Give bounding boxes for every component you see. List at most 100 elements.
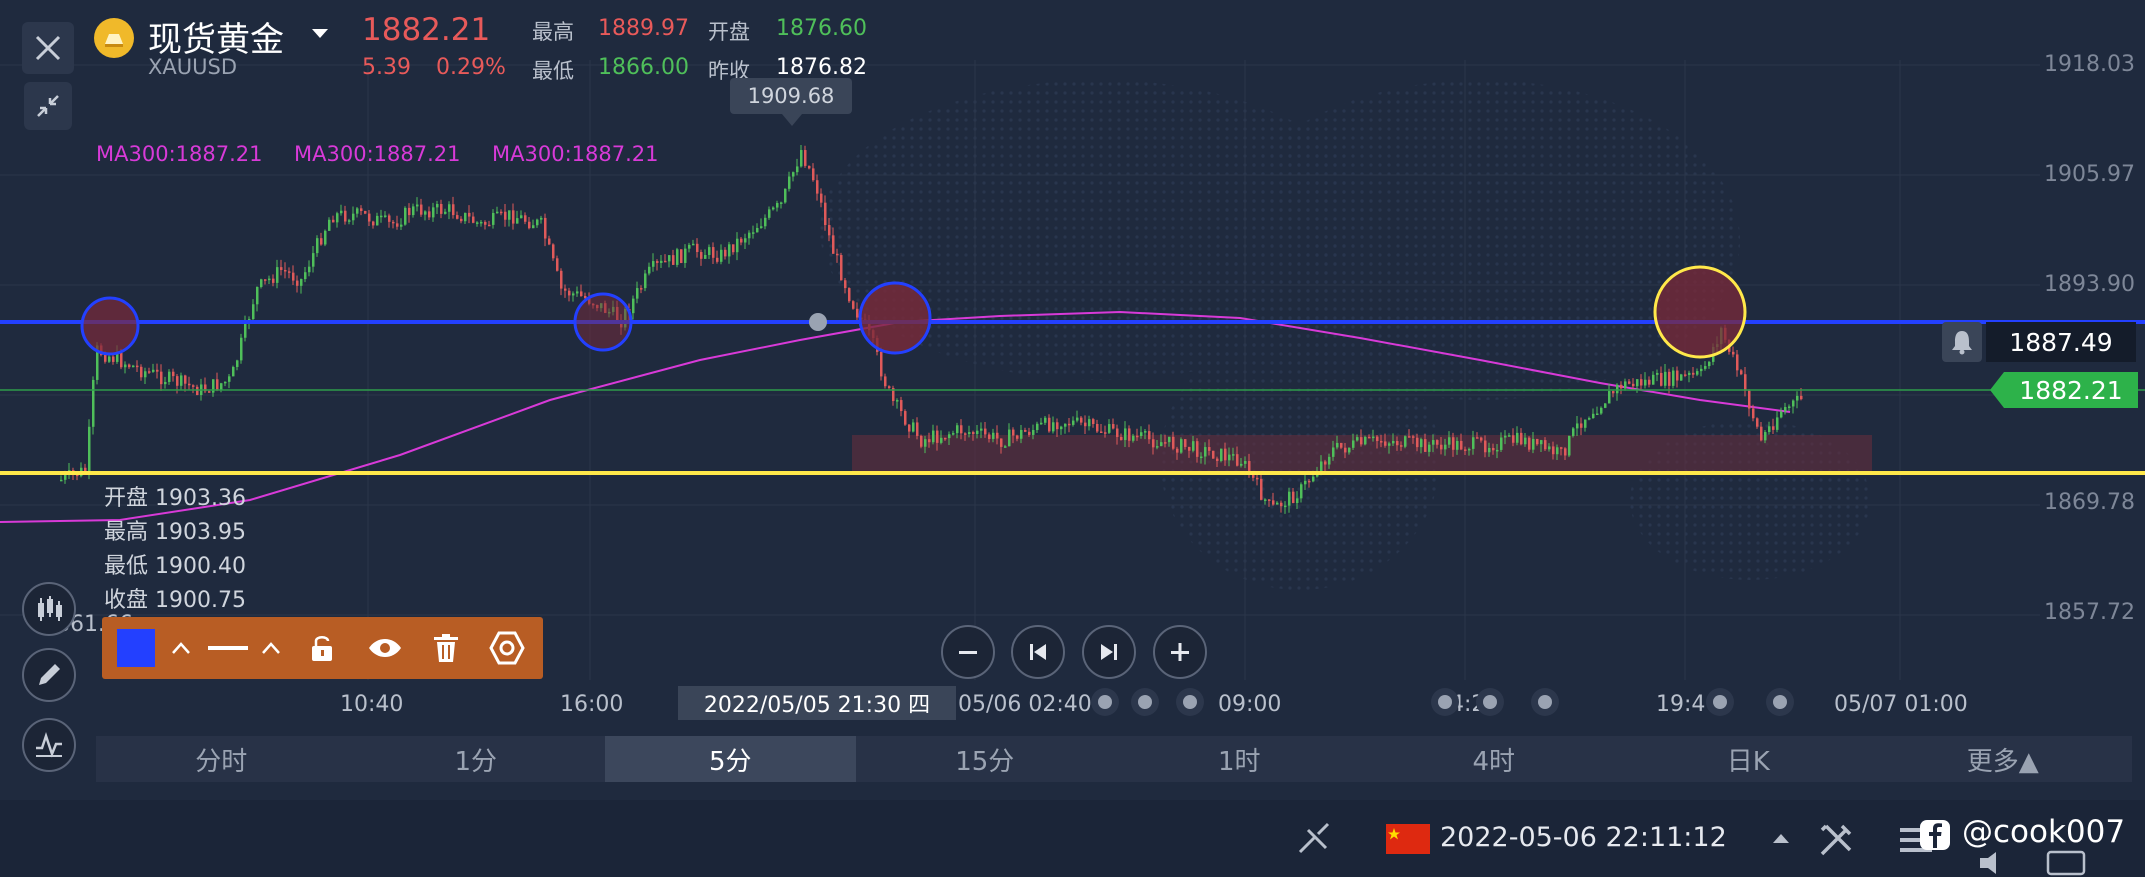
tab-period[interactable]: 更多▲ — [1966, 746, 2039, 777]
candle — [756, 227, 759, 233]
chart-type-button[interactable] — [22, 582, 76, 636]
gold-bar-icon — [94, 18, 134, 58]
candle — [1092, 419, 1095, 424]
candle — [336, 213, 339, 223]
current-price: 1882.21 — [362, 12, 491, 48]
settings-button[interactable] — [484, 617, 530, 679]
keyboard-icon[interactable] — [2046, 850, 2086, 876]
candle — [296, 280, 299, 286]
chevron-up-icon[interactable] — [256, 617, 286, 679]
line-style-button[interactable] — [206, 617, 250, 679]
tab-period[interactable]: 15分 — [955, 746, 1015, 777]
skip-back-icon — [1030, 644, 1046, 660]
trash-icon — [434, 634, 458, 662]
candle — [1428, 444, 1431, 452]
candle — [1484, 440, 1487, 453]
menu-icon[interactable] — [1898, 822, 1934, 858]
zoom-in-button[interactable] — [1153, 625, 1207, 679]
network-icon[interactable] — [1296, 820, 1336, 860]
tab-period[interactable]: 5分 — [605, 736, 856, 782]
candle — [1432, 440, 1435, 445]
candle — [396, 223, 399, 227]
candle — [256, 286, 259, 305]
candle — [916, 422, 919, 436]
tools-icon[interactable] — [1816, 820, 1856, 860]
candle — [1676, 370, 1679, 381]
taskbar: 2022-05-06 22:11:12 @cook007 — [0, 800, 2145, 877]
candle — [156, 369, 159, 372]
candle — [720, 249, 723, 262]
candle — [640, 288, 643, 290]
candle — [1752, 408, 1755, 419]
candle — [1612, 391, 1615, 394]
candle — [1016, 435, 1019, 439]
alert-button[interactable] — [1942, 322, 1982, 362]
candle — [1476, 437, 1479, 439]
candle — [1552, 446, 1555, 455]
candle — [244, 321, 247, 338]
candle — [168, 371, 171, 382]
candle — [892, 387, 895, 402]
candle — [120, 352, 123, 368]
candle — [1036, 423, 1039, 431]
candle — [544, 217, 547, 239]
candle — [1408, 436, 1411, 438]
candle — [744, 238, 747, 243]
candle — [672, 255, 675, 265]
chevron-up-icon[interactable] — [166, 617, 196, 679]
candle — [112, 356, 115, 362]
candle — [1304, 480, 1307, 485]
candle — [484, 221, 487, 225]
crosshair-time-label: 2022/05/05 21:30 四 — [678, 686, 956, 720]
candle — [464, 212, 467, 222]
candle — [380, 215, 383, 218]
lock-button[interactable] — [300, 617, 344, 679]
candle — [1732, 351, 1735, 355]
chart-canvas[interactable] — [0, 0, 2145, 800]
visibility-button[interactable] — [360, 617, 410, 679]
speaker-icon[interactable] — [1976, 850, 2016, 876]
chart-grid — [0, 60, 2040, 680]
color-swatch[interactable] — [116, 617, 156, 679]
tab-period[interactable]: 分时 — [195, 746, 248, 777]
candle — [1448, 437, 1451, 445]
zoom-out-button[interactable] — [941, 625, 995, 679]
candle — [1108, 424, 1111, 433]
candle — [1244, 461, 1247, 464]
marker-circle — [80, 296, 140, 356]
tab-period[interactable]: 1时 — [1217, 746, 1261, 777]
tab-period[interactable]: 日K — [1726, 746, 1770, 777]
jump-start-button[interactable] — [1011, 625, 1065, 679]
candle — [508, 210, 511, 220]
candle — [784, 188, 787, 203]
tab-period[interactable]: 1分 — [454, 746, 498, 777]
candle — [768, 209, 771, 218]
candle — [664, 260, 667, 263]
collapse-button[interactable] — [24, 82, 72, 130]
tab-period[interactable]: 4时 — [1472, 746, 1516, 777]
candle — [520, 215, 523, 219]
instrument-name[interactable]: 现货黄金 — [148, 20, 284, 60]
candle — [136, 365, 139, 368]
candle — [1256, 477, 1259, 480]
candle — [1456, 440, 1459, 450]
candle — [496, 211, 499, 214]
indicator-button[interactable] — [22, 718, 76, 772]
candle — [1128, 428, 1131, 441]
candle — [684, 248, 687, 263]
chevron-down-icon[interactable] — [311, 28, 329, 40]
alert-price-label[interactable]: 1887.49 — [1986, 322, 2136, 362]
candle — [108, 356, 111, 362]
time-axis-label: 16:00 — [560, 692, 624, 717]
candle — [752, 232, 755, 234]
candle — [476, 222, 479, 224]
candle — [1384, 441, 1387, 446]
candle — [896, 400, 899, 402]
chevron-up-icon[interactable] — [1772, 832, 1790, 844]
draw-tool-button[interactable] — [22, 648, 76, 702]
candle — [1624, 381, 1627, 389]
close-button[interactable] — [22, 22, 74, 74]
candle — [1312, 476, 1315, 482]
delete-button[interactable] — [424, 617, 468, 679]
jump-end-button[interactable] — [1082, 625, 1136, 679]
